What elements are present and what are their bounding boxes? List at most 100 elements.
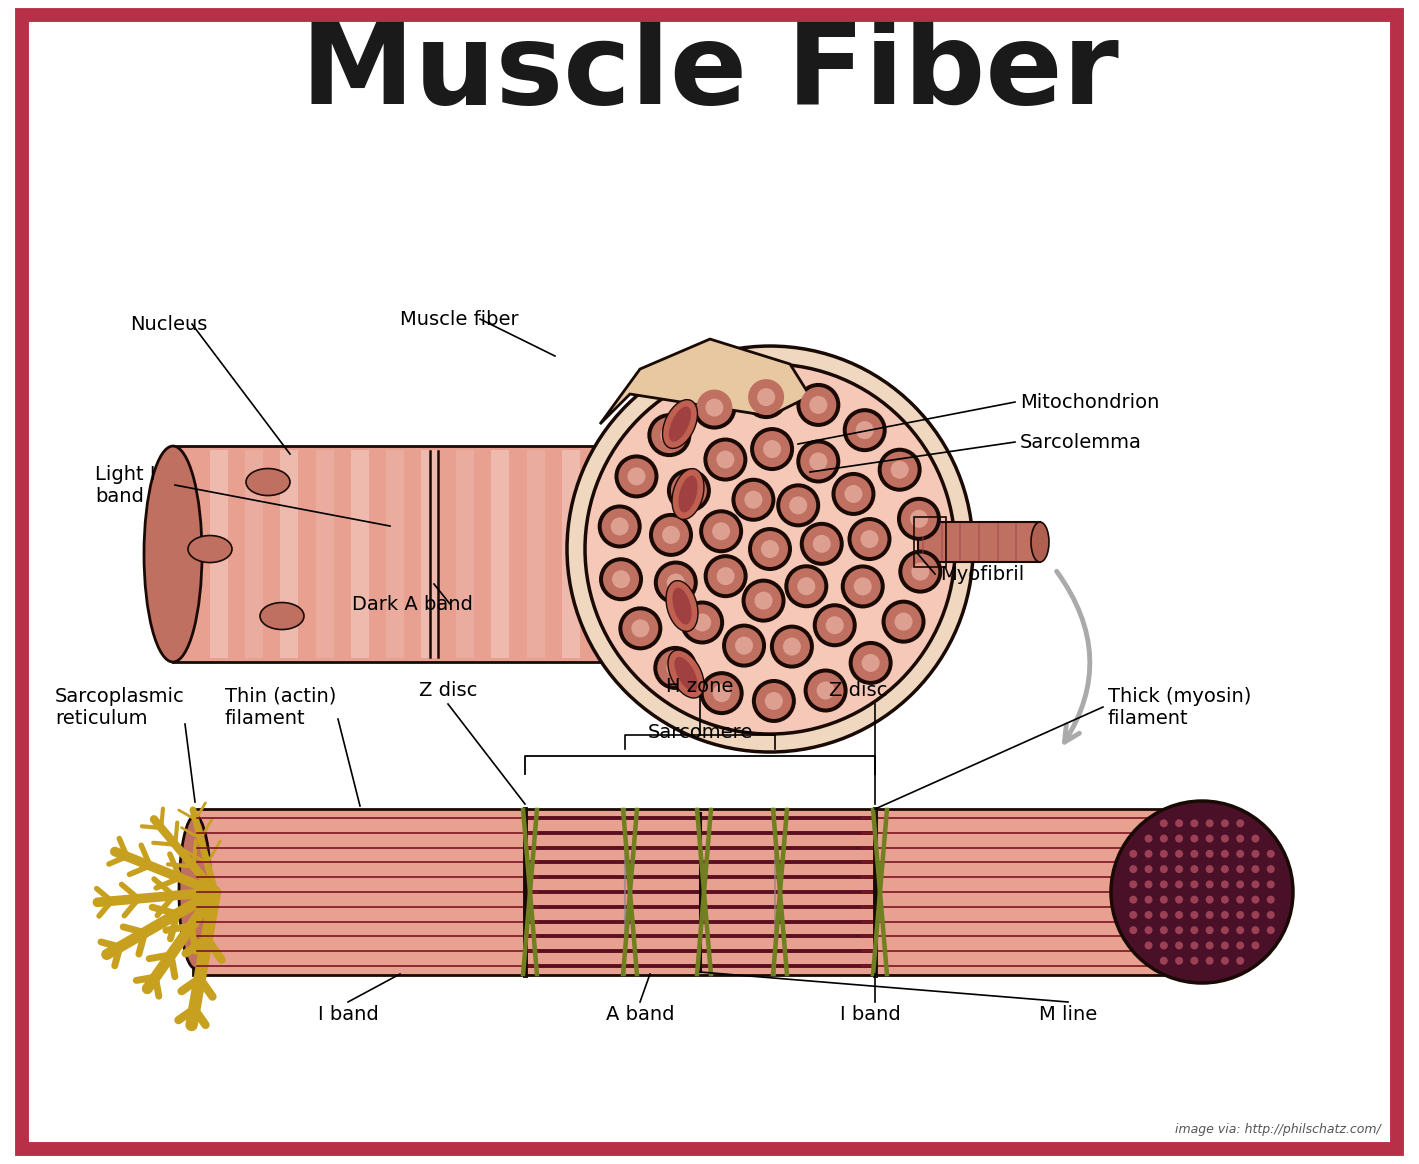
Circle shape	[663, 526, 680, 544]
Ellipse shape	[674, 656, 698, 691]
Circle shape	[1252, 895, 1260, 903]
Circle shape	[1145, 942, 1152, 950]
Circle shape	[1220, 835, 1229, 843]
Ellipse shape	[673, 469, 704, 519]
Circle shape	[761, 540, 779, 558]
Circle shape	[1206, 927, 1213, 935]
Circle shape	[797, 577, 816, 595]
Circle shape	[891, 461, 908, 478]
Circle shape	[1175, 911, 1183, 918]
Circle shape	[898, 549, 942, 594]
Circle shape	[1191, 850, 1199, 858]
Circle shape	[755, 591, 772, 610]
Circle shape	[612, 570, 630, 588]
Circle shape	[1145, 895, 1152, 903]
Circle shape	[708, 559, 744, 594]
Circle shape	[1145, 835, 1152, 843]
Circle shape	[614, 454, 658, 498]
Circle shape	[1206, 865, 1213, 873]
Circle shape	[849, 641, 893, 684]
Circle shape	[752, 531, 788, 567]
Circle shape	[599, 558, 643, 602]
Ellipse shape	[663, 399, 698, 448]
Circle shape	[856, 421, 874, 439]
Ellipse shape	[668, 406, 691, 441]
Circle shape	[780, 488, 816, 524]
Circle shape	[753, 431, 790, 467]
Circle shape	[1206, 850, 1213, 858]
Circle shape	[651, 417, 687, 453]
Circle shape	[692, 613, 711, 632]
Circle shape	[751, 427, 795, 471]
Polygon shape	[281, 450, 298, 658]
Circle shape	[704, 675, 739, 711]
Circle shape	[680, 601, 724, 645]
Circle shape	[1191, 880, 1199, 888]
Circle shape	[1267, 895, 1274, 903]
Circle shape	[1220, 880, 1229, 888]
Circle shape	[881, 452, 918, 488]
Circle shape	[745, 491, 762, 509]
Circle shape	[1191, 911, 1199, 918]
Polygon shape	[600, 339, 810, 424]
Text: Thick (myosin): Thick (myosin)	[1108, 687, 1252, 705]
Circle shape	[1220, 942, 1229, 950]
Circle shape	[1130, 895, 1137, 903]
Circle shape	[826, 616, 844, 634]
Circle shape	[843, 409, 887, 452]
Circle shape	[1236, 880, 1244, 888]
Circle shape	[1159, 819, 1168, 828]
Circle shape	[1267, 927, 1274, 935]
Circle shape	[1175, 942, 1183, 950]
Text: I band: I band	[840, 1005, 901, 1023]
Circle shape	[667, 659, 684, 677]
Polygon shape	[421, 450, 438, 658]
Text: Dark A band: Dark A band	[352, 595, 473, 613]
Circle shape	[1175, 819, 1183, 828]
Circle shape	[597, 504, 641, 548]
Circle shape	[1252, 850, 1260, 858]
Circle shape	[847, 412, 883, 448]
Circle shape	[1191, 895, 1199, 903]
Circle shape	[712, 684, 731, 702]
Ellipse shape	[673, 588, 691, 625]
Circle shape	[631, 619, 650, 638]
Circle shape	[1175, 865, 1183, 873]
Circle shape	[785, 565, 829, 609]
Circle shape	[657, 650, 694, 686]
Circle shape	[744, 375, 788, 419]
Circle shape	[1175, 835, 1183, 843]
Circle shape	[840, 565, 884, 609]
Circle shape	[910, 510, 928, 527]
Circle shape	[731, 477, 775, 521]
Circle shape	[878, 448, 922, 491]
Polygon shape	[245, 450, 263, 658]
Circle shape	[800, 443, 836, 480]
Circle shape	[1220, 911, 1229, 918]
Circle shape	[717, 450, 735, 469]
Circle shape	[1159, 927, 1168, 935]
Circle shape	[1220, 850, 1229, 858]
Circle shape	[1145, 850, 1152, 858]
Polygon shape	[491, 450, 509, 658]
Circle shape	[861, 654, 880, 672]
Circle shape	[1159, 850, 1168, 858]
Circle shape	[803, 668, 847, 712]
Circle shape	[765, 691, 783, 710]
Circle shape	[1159, 835, 1168, 843]
Polygon shape	[562, 450, 580, 658]
Circle shape	[735, 482, 772, 518]
Circle shape	[1236, 942, 1244, 950]
Circle shape	[771, 625, 815, 668]
Circle shape	[692, 385, 736, 430]
Circle shape	[1206, 957, 1213, 965]
Circle shape	[1159, 942, 1168, 950]
Circle shape	[602, 509, 637, 545]
Circle shape	[1175, 957, 1183, 965]
Text: A band: A band	[606, 1005, 674, 1023]
Circle shape	[1252, 927, 1260, 935]
Circle shape	[1159, 880, 1168, 888]
Circle shape	[667, 574, 685, 591]
Circle shape	[816, 681, 834, 700]
Circle shape	[1130, 865, 1137, 873]
